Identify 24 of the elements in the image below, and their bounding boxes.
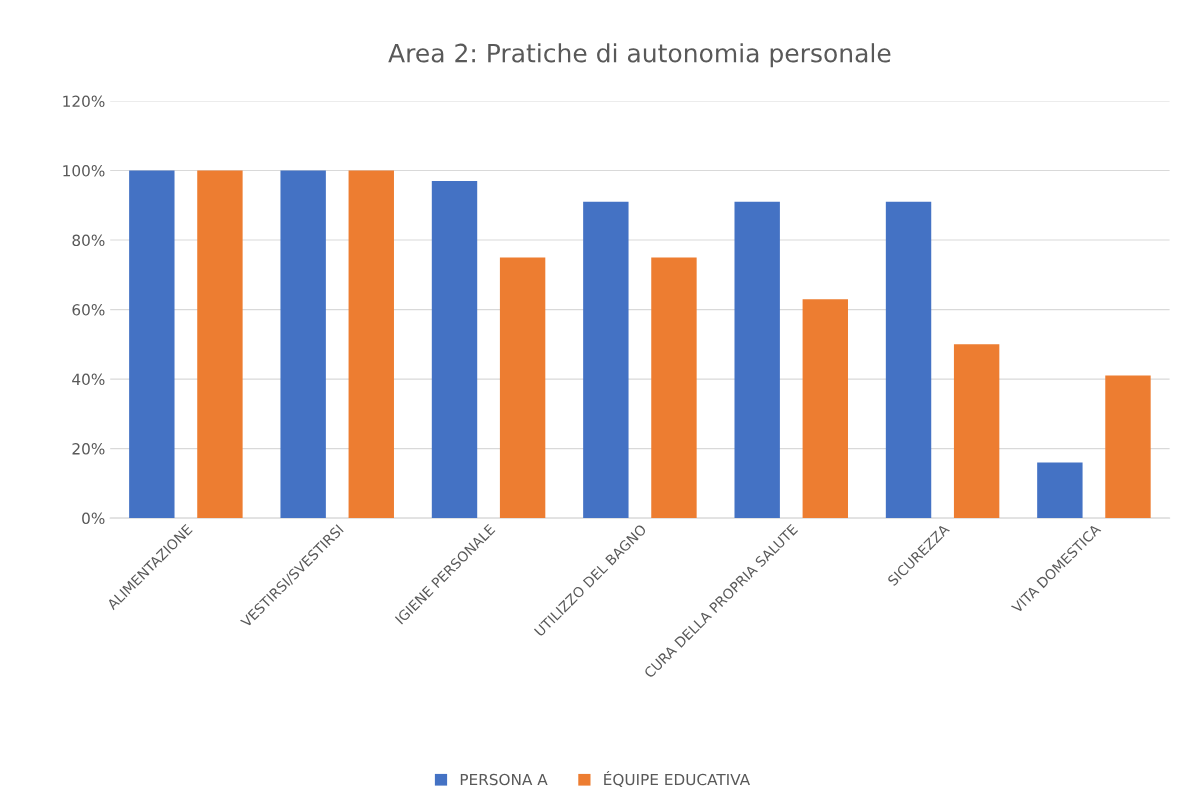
bar <box>885 201 932 519</box>
legend-label: ÉQUIPE EDUCATIVA <box>604 770 750 788</box>
bar <box>129 170 175 519</box>
bar <box>431 180 478 519</box>
legend-label: PERSONA A <box>460 773 548 786</box>
y-tick-label: 100% <box>63 165 105 177</box>
bar <box>1105 375 1151 519</box>
chart-title: Area 2: Pratiche di autonomia personale <box>388 43 891 68</box>
bar <box>953 344 1000 519</box>
y-tick-label: 80% <box>72 234 105 247</box>
bar <box>583 201 629 519</box>
y-tick-label: 120% <box>63 95 105 108</box>
y-tick-label: 40% <box>72 373 105 386</box>
bar <box>651 257 697 519</box>
bar <box>348 170 394 519</box>
bar <box>802 299 848 519</box>
y-tick-label: 60% <box>72 304 105 316</box>
bar <box>280 170 326 519</box>
bar <box>1037 462 1083 519</box>
y-tick-label: 20% <box>72 443 105 455</box>
y-tick-label: 0% <box>82 512 105 525</box>
bar <box>734 201 780 519</box>
bar <box>499 257 546 519</box>
bar <box>197 170 243 519</box>
